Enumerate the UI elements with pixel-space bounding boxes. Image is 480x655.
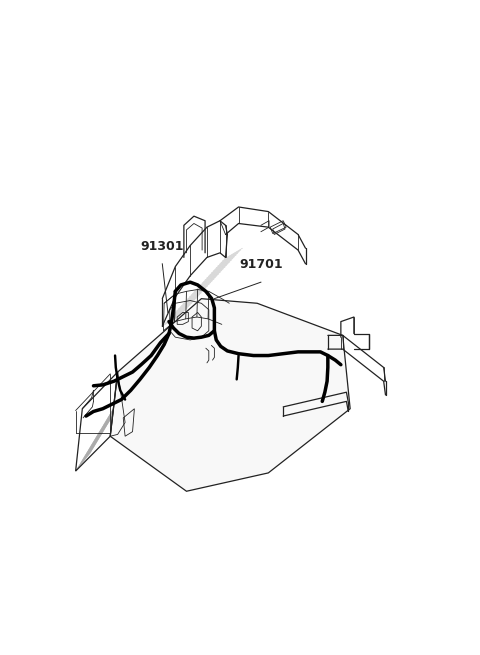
Polygon shape — [110, 299, 350, 491]
Text: 91701: 91701 — [239, 258, 283, 271]
Text: 91301: 91301 — [141, 240, 184, 253]
